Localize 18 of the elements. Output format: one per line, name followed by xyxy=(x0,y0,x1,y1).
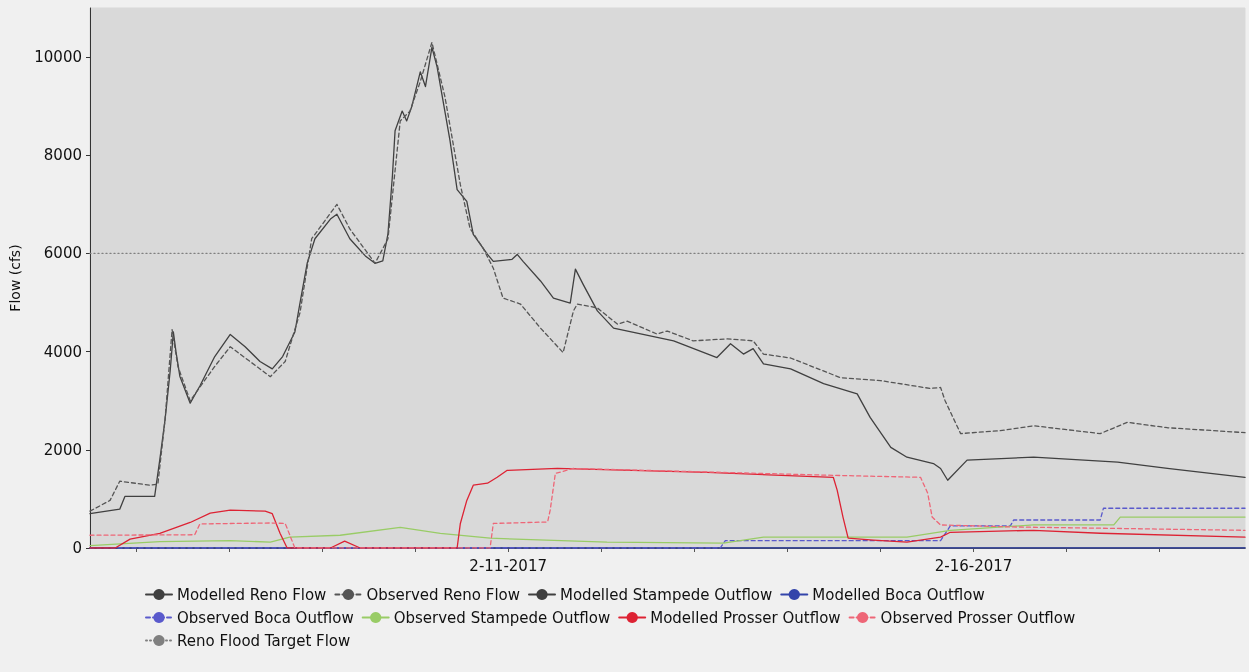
legend-label: Modelled Stampede Outflow xyxy=(560,585,773,604)
legend-label: Modelled Boca Outflow xyxy=(812,585,985,604)
y-tick-label: 10000 xyxy=(34,48,82,67)
legend-label: Reno Flood Target Flow xyxy=(177,631,351,650)
legend-label: Observed Boca Outflow xyxy=(177,608,354,627)
y-tick-label: 8000 xyxy=(43,146,82,165)
y-tick-label: 0 xyxy=(72,539,82,557)
legend-label: Modelled Prosser Outflow xyxy=(650,608,841,627)
x-tick-label: 2-11-2017 xyxy=(469,556,547,575)
y-tick-label: 2000 xyxy=(43,440,82,459)
y-tick-label: 6000 xyxy=(43,244,82,263)
y-axis-title: Flow (cfs) xyxy=(7,244,23,312)
legend-label: Modelled Reno Flow xyxy=(177,585,327,604)
legend-label: Observed Reno Flow xyxy=(366,585,520,604)
legend-label: Observed Prosser Outflow xyxy=(880,608,1076,627)
legend-label: Observed Stampede Outflow xyxy=(393,608,611,627)
x-tick-label: 2-16-2017 xyxy=(934,556,1013,575)
y-tick-label: 4000 xyxy=(43,342,82,361)
